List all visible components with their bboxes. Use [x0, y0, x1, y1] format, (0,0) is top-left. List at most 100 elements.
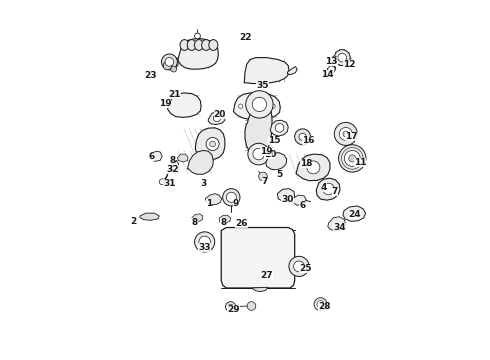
Ellipse shape [195, 40, 203, 50]
Circle shape [264, 104, 268, 108]
Circle shape [248, 143, 270, 165]
Polygon shape [277, 189, 294, 202]
Circle shape [247, 302, 256, 310]
Polygon shape [245, 103, 272, 155]
Text: 15: 15 [268, 136, 280, 145]
Ellipse shape [180, 40, 189, 50]
Polygon shape [172, 58, 178, 69]
Circle shape [271, 104, 275, 108]
Circle shape [199, 236, 210, 248]
Circle shape [239, 104, 243, 108]
Circle shape [253, 148, 265, 160]
Text: 27: 27 [260, 271, 273, 280]
Circle shape [195, 232, 215, 252]
Circle shape [171, 66, 176, 72]
Polygon shape [177, 154, 188, 162]
Circle shape [275, 123, 284, 132]
Text: 35: 35 [256, 81, 269, 90]
Circle shape [314, 298, 327, 311]
Text: 28: 28 [318, 302, 330, 311]
Polygon shape [270, 120, 288, 136]
Polygon shape [330, 56, 338, 62]
Text: 24: 24 [348, 210, 361, 219]
Circle shape [165, 58, 174, 66]
Circle shape [294, 261, 304, 272]
Circle shape [317, 301, 324, 308]
Text: 22: 22 [239, 33, 251, 42]
Circle shape [159, 179, 165, 185]
Circle shape [259, 172, 268, 181]
Text: 11: 11 [354, 158, 367, 166]
Polygon shape [140, 213, 159, 220]
Text: 18: 18 [300, 159, 313, 168]
Text: 8: 8 [192, 218, 198, 227]
Polygon shape [266, 153, 287, 170]
Text: 25: 25 [299, 264, 312, 273]
Ellipse shape [209, 40, 218, 50]
Circle shape [195, 33, 200, 39]
Circle shape [338, 53, 346, 62]
Circle shape [210, 141, 216, 147]
Circle shape [349, 155, 356, 162]
Polygon shape [327, 66, 336, 72]
Circle shape [334, 122, 357, 145]
Circle shape [228, 304, 233, 309]
Text: 3: 3 [200, 179, 207, 188]
Text: 33: 33 [198, 243, 211, 252]
Text: 20: 20 [214, 110, 226, 119]
Circle shape [226, 192, 236, 202]
Polygon shape [150, 151, 162, 161]
Text: 29: 29 [227, 305, 240, 314]
Text: 7: 7 [262, 177, 268, 186]
Text: 23: 23 [145, 71, 157, 80]
Circle shape [222, 189, 240, 206]
Polygon shape [219, 215, 231, 223]
Polygon shape [251, 287, 268, 292]
Circle shape [344, 150, 360, 166]
Text: 9: 9 [233, 199, 239, 208]
Polygon shape [328, 217, 346, 231]
Circle shape [307, 161, 320, 174]
Ellipse shape [201, 40, 211, 50]
Polygon shape [296, 154, 330, 181]
Polygon shape [288, 67, 297, 75]
Circle shape [225, 302, 236, 312]
Circle shape [213, 114, 220, 122]
Circle shape [323, 183, 334, 195]
Text: 12: 12 [343, 60, 356, 69]
Text: 19: 19 [260, 148, 272, 157]
Text: 6: 6 [299, 201, 306, 210]
Text: 26: 26 [235, 220, 247, 229]
Text: 4: 4 [321, 183, 327, 192]
Polygon shape [196, 128, 225, 160]
Circle shape [328, 66, 335, 73]
Circle shape [246, 104, 251, 108]
Polygon shape [205, 194, 221, 204]
Circle shape [163, 61, 172, 70]
Circle shape [289, 256, 309, 276]
Circle shape [343, 131, 349, 137]
Text: 8: 8 [169, 156, 175, 165]
Circle shape [162, 54, 177, 70]
Polygon shape [316, 178, 340, 200]
Circle shape [339, 127, 352, 140]
Polygon shape [192, 214, 203, 222]
Text: 34: 34 [333, 223, 345, 232]
Text: 32: 32 [166, 166, 178, 175]
Text: 19: 19 [159, 99, 171, 108]
Text: 14: 14 [321, 70, 334, 79]
Text: 1: 1 [206, 199, 212, 208]
Polygon shape [168, 93, 201, 117]
Polygon shape [221, 228, 294, 288]
Text: 30: 30 [281, 194, 294, 204]
Polygon shape [233, 93, 280, 120]
Polygon shape [208, 112, 225, 125]
Polygon shape [172, 160, 179, 174]
Ellipse shape [187, 40, 196, 50]
Text: 16: 16 [302, 136, 314, 145]
Polygon shape [187, 150, 213, 174]
Circle shape [299, 133, 306, 140]
Polygon shape [245, 58, 289, 84]
Circle shape [252, 97, 267, 112]
Circle shape [206, 138, 219, 150]
